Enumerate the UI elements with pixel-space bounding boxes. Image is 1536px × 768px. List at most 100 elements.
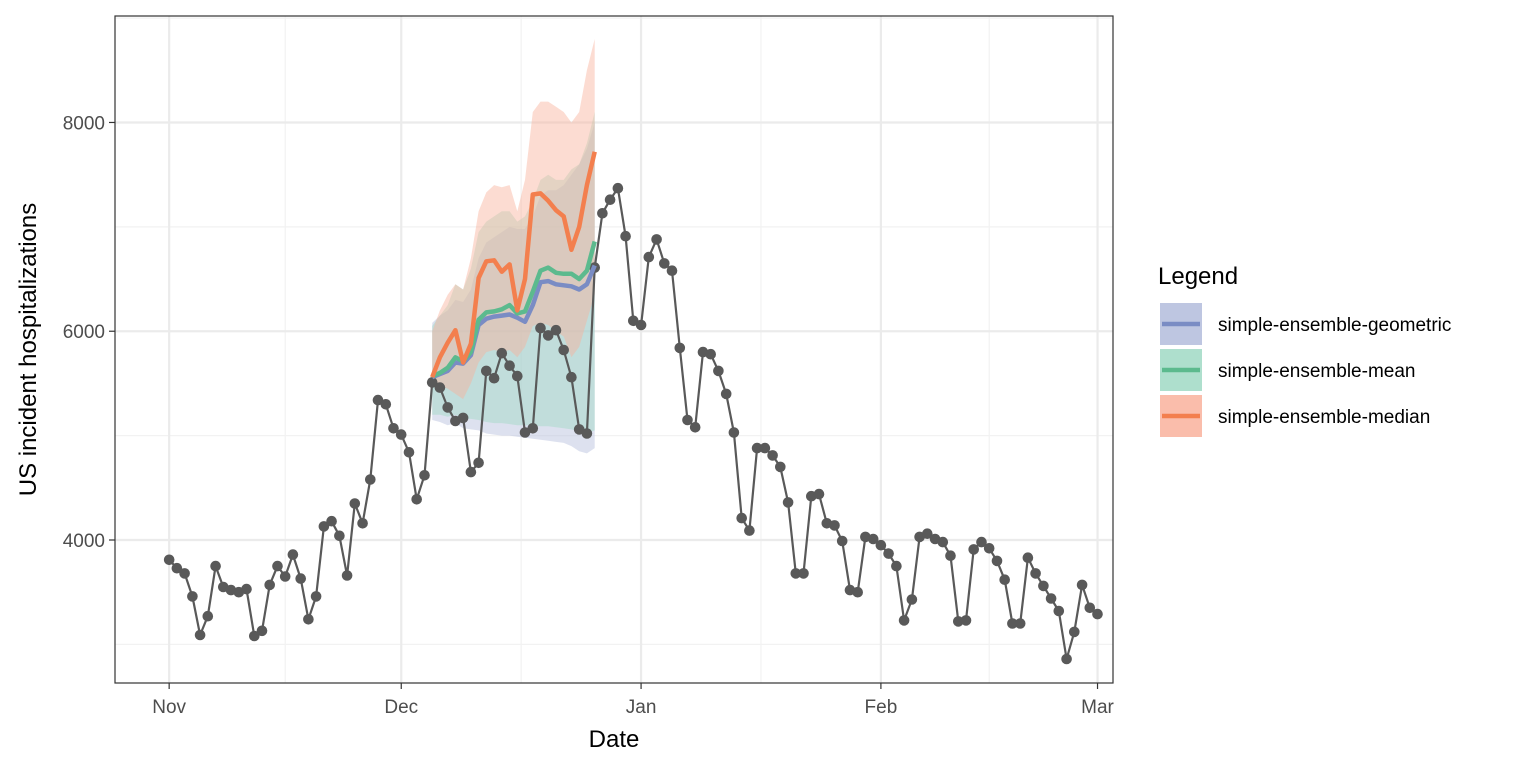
- observed-point: [349, 498, 361, 509]
- observed-point: [968, 544, 979, 555]
- observed-point: [504, 360, 515, 372]
- y-axis-title: US incident hospitalizations: [15, 203, 42, 497]
- observed-point: [991, 555, 1003, 567]
- observed-point: [659, 258, 670, 269]
- observed-point: [512, 370, 523, 382]
- observed-point: [612, 182, 624, 194]
- observed-point: [1084, 602, 1096, 614]
- observed-point: [473, 457, 484, 469]
- observed-point: [798, 568, 809, 579]
- observed-point: [953, 616, 964, 627]
- observed-point: [1038, 580, 1049, 592]
- observed-point: [782, 497, 794, 508]
- observed-point: [736, 512, 747, 524]
- observed-point: [867, 533, 879, 545]
- observed-point: [1045, 593, 1057, 604]
- observed-point: [1076, 579, 1088, 591]
- observed-point: [744, 525, 755, 536]
- observed-point: [976, 536, 987, 548]
- observed-point: [674, 342, 686, 354]
- observed-point: [566, 371, 577, 383]
- forecast-lines: [430, 151, 597, 380]
- observed-point: [898, 615, 910, 626]
- observed-point: [999, 574, 1010, 585]
- observed-point: [635, 319, 647, 331]
- legend: Legend simple-ensemble-geometric simple-e…: [1158, 263, 1451, 437]
- observed-point: [256, 625, 268, 637]
- legend-label-simple-ensemble-median: simple-ensemble-median: [1218, 407, 1430, 428]
- forecast-line-simple-ensemble-geometric: [431, 264, 597, 380]
- observed-point: [310, 591, 322, 602]
- observed-point: [751, 442, 763, 454]
- observed-point: [264, 579, 276, 591]
- observed-point: [481, 365, 492, 377]
- observed-point: [1069, 626, 1080, 638]
- observed-point: [836, 535, 848, 547]
- x-axis-title: Date: [589, 726, 640, 753]
- observed-point: [891, 560, 902, 572]
- legend-label-simple-ensemble-mean: simple-ensemble-mean: [1218, 361, 1415, 382]
- observed-point: [581, 428, 593, 439]
- observed-point: [163, 554, 175, 566]
- observed-point: [318, 521, 330, 532]
- legend-title: Legend: [1158, 263, 1238, 290]
- observed-point: [689, 422, 701, 433]
- observed-point: [906, 594, 918, 605]
- observed-point: [550, 324, 562, 336]
- observed-point: [790, 568, 802, 579]
- x-tick-label: Jan: [626, 697, 657, 718]
- panel-border: [114, 15, 1114, 684]
- observed-point: [666, 265, 678, 277]
- observed-point: [380, 399, 392, 410]
- observed-point: [682, 414, 693, 426]
- observed-point: [295, 573, 307, 584]
- y-axis: 4000 6000 8000: [63, 113, 115, 552]
- observed-point: [171, 562, 183, 574]
- observed-point: [720, 388, 732, 400]
- observed-point: [249, 630, 260, 642]
- observed-point: [1007, 618, 1018, 629]
- observed-point: [852, 586, 863, 598]
- observed-point: [279, 571, 291, 582]
- observed-point: [775, 461, 786, 473]
- observed-point: [728, 427, 740, 438]
- observed-point: [179, 568, 190, 579]
- observed-point: [519, 427, 531, 438]
- observed-point: [303, 614, 314, 625]
- forecast-line-simple-ensemble-mean: [431, 240, 597, 379]
- observed-point: [597, 208, 608, 219]
- observed-point: [395, 429, 407, 440]
- observed-point: [937, 536, 949, 548]
- observed-point: [442, 402, 454, 413]
- observed-point: [767, 450, 778, 461]
- observed-point: [945, 550, 956, 561]
- observed-point: [426, 377, 438, 388]
- observed-point: [457, 412, 469, 424]
- observed-point: [1092, 608, 1103, 620]
- observed-point: [419, 470, 430, 481]
- observed-point: [403, 447, 415, 458]
- observed-point: [829, 520, 840, 531]
- observed-point: [496, 347, 508, 359]
- observed-point: [535, 322, 546, 334]
- observed-point: [1061, 653, 1072, 665]
- observed-point: [759, 442, 771, 454]
- forecast-line-simple-ensemble-median: [430, 151, 597, 379]
- observed-point: [210, 560, 221, 572]
- observed-point: [883, 548, 894, 559]
- observed-point: [1014, 618, 1026, 629]
- observed-point: [604, 194, 616, 205]
- observed-point: [194, 629, 206, 641]
- observed-point: [287, 549, 299, 560]
- legend-label-simple-ensemble-geometric: simple-ensemble-geometric: [1218, 315, 1451, 336]
- observed-point: [620, 230, 631, 242]
- observed-point: [334, 530, 345, 542]
- observed-point: [372, 394, 384, 406]
- observed-point: [651, 234, 662, 245]
- observed-point: [341, 570, 353, 581]
- observed-point: [1030, 568, 1041, 579]
- observed-point: [272, 560, 283, 572]
